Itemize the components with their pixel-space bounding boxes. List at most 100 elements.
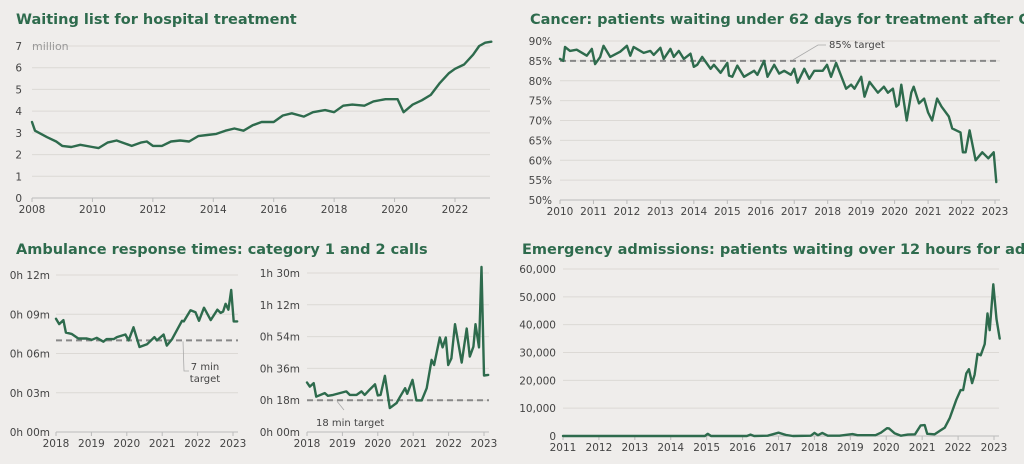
ambulance-cat1-series-line	[54, 288, 239, 349]
y-tick-label: 30,000	[519, 348, 556, 360]
y-tick-label: 0	[15, 193, 22, 205]
y-tick-label: 70%	[529, 116, 552, 128]
y-tick-label: 1h 12m	[260, 300, 300, 312]
x-tick-label: 2017	[765, 442, 792, 454]
unit-label: million	[32, 40, 69, 53]
emergency-series-line	[561, 283, 1001, 438]
y-tick-label: 7	[15, 41, 22, 53]
target-label: target	[190, 374, 220, 385]
target-label: 85% target	[829, 40, 885, 51]
x-tick-label: 2022	[948, 206, 975, 218]
ambulance-chart-title: Ambulance response times: category 1 and…	[16, 242, 428, 258]
x-tick-label: 2021	[400, 438, 427, 450]
emergency-chart: 0 10,000 20,000 30,000 40,000 50,000 60,000 201…	[519, 264, 1007, 454]
target-label: 7 min	[191, 362, 219, 373]
y-tick-label: 0h 54m	[260, 332, 300, 344]
x-tick-label: 2023	[220, 438, 247, 450]
x-tick-label: 2022	[184, 438, 211, 450]
y-tick-label: 90%	[529, 36, 552, 48]
x-tick-label: 2019	[329, 438, 356, 450]
x-tick-label: 2015	[714, 206, 741, 218]
x-tick-label: 2018	[43, 438, 70, 450]
emergency-chart-title: Emergency admissions: patients waiting o…	[522, 242, 1024, 258]
x-tick-label: 2008	[19, 204, 46, 216]
y-tick-label: 5	[15, 84, 22, 96]
x-tick-label: 2018	[321, 204, 348, 216]
y-tick-label: 40,000	[519, 320, 556, 332]
x-tick-label: 2014	[200, 204, 227, 216]
y-tick-label: 75%	[529, 96, 552, 108]
x-tick-label: 2011	[550, 442, 577, 454]
x-tick-label: 2019	[837, 442, 864, 454]
x-tick-label: 2020	[113, 438, 140, 450]
y-tick-label: 1h 30m	[260, 268, 300, 280]
waiting-series-line	[30, 40, 493, 150]
x-tick-label: 2010	[547, 206, 574, 218]
x-tick-label: 2013	[621, 442, 648, 454]
x-tick-label: 2021	[149, 438, 176, 450]
x-tick-label: 2023	[982, 206, 1009, 218]
y-tick-label: 0h 06m	[10, 349, 50, 361]
x-tick-label: 2023	[471, 438, 498, 450]
y-tick-label: 4	[15, 106, 22, 118]
y-tick-label: 0h 18m	[260, 395, 300, 407]
y-tick-label: 85%	[529, 56, 552, 68]
x-tick-label: 2012	[614, 206, 641, 218]
x-tick-label: 2016	[260, 204, 287, 216]
x-tick-label: 2016	[729, 442, 756, 454]
x-tick-label: 2018	[294, 438, 321, 450]
x-tick-label: 2020	[881, 206, 908, 218]
y-tick-label: 3	[15, 128, 22, 140]
cancer-chart: 50% 55% 60% 65% 70% 75% 80% 85% 90% 2010 2011 2012 2…	[529, 36, 1009, 218]
y-tick-label: 0h 00m	[10, 427, 50, 439]
x-tick-label: 2022	[435, 438, 462, 450]
x-tick-label: 2011	[580, 206, 607, 218]
y-tick-label: 20,000	[519, 375, 556, 387]
x-tick-label: 2023	[981, 442, 1008, 454]
y-tick-label: 0h 36m	[260, 363, 300, 375]
x-tick-label: 2018	[814, 206, 841, 218]
ambulance-cat1-chart: 0h 00m 0h 03m 0h 06m 0h 09m 0h 12m 2018 2019 20…	[10, 270, 247, 450]
y-tick-label: 2	[15, 150, 22, 162]
cancer-series-line	[558, 44, 998, 184]
x-tick-label: 2012	[586, 442, 613, 454]
y-tick-label: 55%	[529, 175, 552, 187]
cancer-chart-title: Cancer: patients waiting under 62 days f…	[530, 12, 1024, 28]
x-tick-label: 2020	[873, 442, 900, 454]
x-tick-label: 2015	[693, 442, 720, 454]
y-tick-label: 60%	[529, 155, 552, 167]
x-tick-label: 2014	[657, 442, 684, 454]
y-tick-label: 10,000	[519, 403, 556, 415]
y-tick-label: 0h 00m	[260, 427, 300, 439]
y-tick-label: 1	[15, 171, 22, 183]
y-tick-label: 80%	[529, 76, 552, 88]
x-tick-label: 2020	[381, 204, 408, 216]
waiting-list-chart-title: Waiting list for hospital treatment	[16, 12, 297, 28]
ambulance-cat2-series-line	[305, 265, 490, 410]
x-tick-label: 2021	[915, 206, 942, 218]
target-leader	[182, 341, 189, 372]
y-tick-label: 65%	[529, 135, 552, 147]
y-tick-label: 0	[549, 431, 556, 443]
x-tick-label: 2020	[364, 438, 391, 450]
x-tick-label: 2012	[139, 204, 166, 216]
y-tick-label: 60,000	[519, 264, 556, 276]
x-tick-label: 2019	[78, 438, 105, 450]
x-tick-label: 2018	[801, 442, 828, 454]
x-tick-label: 2014	[680, 206, 707, 218]
y-tick-label: 0h 09m	[10, 309, 50, 321]
y-tick-label: 0h 12m	[10, 270, 50, 282]
target-label: 18 min target	[316, 418, 384, 429]
target-leader	[336, 400, 345, 411]
y-tick-label: 6	[15, 63, 22, 75]
x-tick-label: 2022	[442, 204, 469, 216]
x-tick-label: 2013	[647, 206, 674, 218]
x-tick-label: 2022	[945, 442, 972, 454]
y-tick-label: 0h 03m	[10, 388, 50, 400]
target-leader	[792, 44, 826, 61]
y-tick-label: 50%	[529, 195, 552, 207]
x-tick-label: 2016	[747, 206, 774, 218]
x-tick-label: 2010	[79, 204, 106, 216]
x-tick-label: 2019	[848, 206, 875, 218]
